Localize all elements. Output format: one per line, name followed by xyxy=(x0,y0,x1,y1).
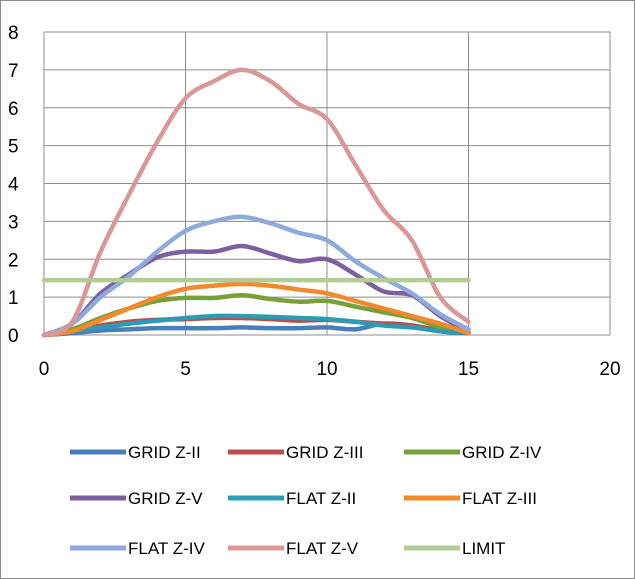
x-tick-label: 5 xyxy=(180,359,191,380)
y-tick-label: 1 xyxy=(8,288,19,309)
y-tick-label: 2 xyxy=(8,250,19,271)
legend: GRID Z-II GRID Z-III GRID Z-IV GRID Z-V FLAT… xyxy=(70,443,542,558)
legend-label-flat-z-iv: FLAT Z-IV xyxy=(128,539,205,558)
y-tick-label: 6 xyxy=(8,99,19,120)
series-line-flat-z-iii xyxy=(41,281,471,338)
legend-label-flat-z-iii: FLAT Z-III xyxy=(462,489,537,508)
y-tick-label: 7 xyxy=(8,61,19,82)
legend-label-grid-z-iii: GRID Z-III xyxy=(286,443,363,462)
y-tick-label: 4 xyxy=(8,175,19,196)
series-line-flat-z-v xyxy=(41,67,471,338)
axes xyxy=(43,32,610,336)
legend-label-flat-z-ii: FLAT Z-II xyxy=(286,489,356,508)
y-tick-label: 3 xyxy=(8,212,19,233)
series-lines xyxy=(41,67,471,338)
legend-label-grid-z-v: GRID Z-V xyxy=(128,489,203,508)
x-tick-label: 15 xyxy=(458,359,479,380)
x-tick-label: 10 xyxy=(316,359,337,380)
series-line-grid-z-v xyxy=(41,243,471,338)
legend-label-grid-z-ii: GRID Z-II xyxy=(128,443,201,462)
legend-label-grid-z-iv: GRID Z-IV xyxy=(462,443,542,462)
grid-lines xyxy=(43,31,611,336)
legend-label-limit: LIMIT xyxy=(462,539,505,558)
x-tick-label: 20 xyxy=(599,359,620,380)
y-tick-label: 0 xyxy=(8,326,19,347)
y-tick-label: 8 xyxy=(8,23,19,44)
y-tick-label: 5 xyxy=(8,137,19,158)
series-line-flat-z-iv xyxy=(41,214,471,338)
x-tick-label: 0 xyxy=(39,359,50,380)
tick-labels: 0 1 2 3 4 5 6 7 8 0 5 10 15 20 xyxy=(8,23,621,380)
legend-label-flat-z-v: FLAT Z-V xyxy=(286,539,359,558)
series-line-flat-z-ii xyxy=(41,313,471,338)
